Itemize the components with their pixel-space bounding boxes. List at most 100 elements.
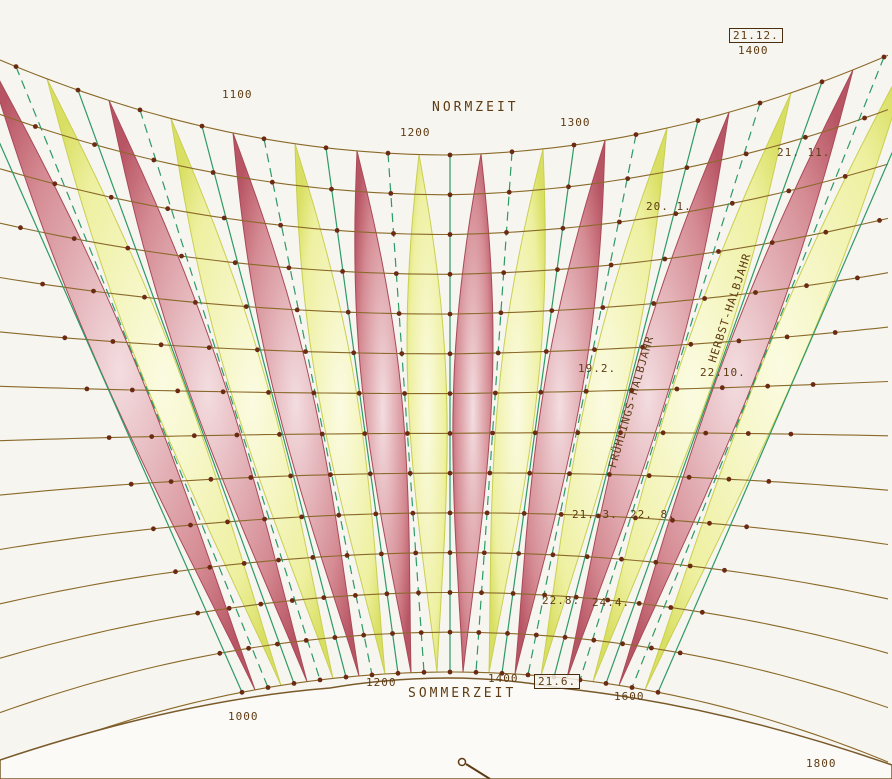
grid-dot: [765, 383, 771, 389]
grid-dot: [384, 591, 390, 597]
grid-dot: [106, 435, 112, 440]
grid-dot: [248, 475, 254, 480]
grid-dot: [555, 267, 560, 272]
grid-dot: [356, 390, 362, 396]
grid-dot: [221, 215, 227, 221]
grid-dot: [388, 191, 394, 196]
grid-dot: [473, 669, 479, 675]
grid-dot: [84, 386, 90, 392]
grid-dot: [241, 561, 247, 566]
grid-dot: [504, 230, 509, 235]
date-line: [0, 432, 889, 442]
grid-dot: [92, 142, 97, 148]
grid-dot: [188, 522, 193, 528]
grid-dot: [447, 311, 453, 317]
grid-dot: [605, 597, 611, 603]
hour-line: [15, 66, 269, 688]
grid-dot: [191, 433, 197, 439]
grid-dot: [299, 514, 305, 520]
grid-dot: [753, 290, 758, 295]
grid-dot: [571, 142, 577, 148]
grid-dot: [684, 165, 690, 171]
normzeit-label: NORMZEIT: [432, 100, 519, 115]
hour-label-1800: 1800: [806, 757, 837, 770]
grid-dot: [653, 559, 659, 565]
grid-dot: [625, 176, 631, 182]
grid-dot: [600, 305, 606, 310]
grid-dot: [506, 189, 512, 195]
grid-dot: [332, 635, 338, 640]
grid-dot: [549, 308, 555, 313]
grid-dot: [447, 431, 453, 436]
grid-dot: [40, 281, 45, 287]
grid-dot: [447, 550, 453, 556]
grid-dot: [695, 118, 701, 123]
grid-dot: [633, 132, 639, 138]
grid-dot: [668, 605, 674, 610]
grid-dot: [343, 674, 349, 680]
hour-label-1200-top: 1200: [400, 126, 431, 139]
grid-dot: [71, 236, 77, 242]
grid-dot: [757, 100, 763, 106]
grid-dot: [334, 228, 340, 233]
grid-dot: [584, 554, 590, 560]
grid-dot: [369, 672, 375, 678]
grid-dot: [607, 472, 612, 477]
date-line: [0, 631, 889, 714]
grid-dot: [575, 430, 581, 436]
date-line: [0, 591, 889, 659]
grid-dot: [447, 192, 453, 198]
gnomon-foot-mark: [457, 757, 467, 767]
grid-dot: [862, 115, 867, 121]
grid-dot: [786, 188, 792, 194]
date-line: [0, 272, 889, 315]
grid-dot: [620, 641, 625, 647]
grid-dot: [558, 512, 564, 517]
hour-lines: [0, 56, 892, 693]
date-label-21-11: 21. 11.: [777, 146, 831, 159]
grid-dot: [344, 553, 350, 558]
grid-dot: [618, 430, 623, 436]
grid-dot: [629, 387, 634, 393]
hour-label-1400-top: 1400: [738, 44, 769, 57]
grid-dot: [646, 473, 652, 479]
grid-dot: [367, 471, 373, 477]
grid-dot: [479, 590, 484, 596]
grid-dot: [573, 594, 579, 600]
grid-dot: [319, 431, 325, 437]
hour-line: [325, 147, 399, 674]
hour-line: [501, 144, 575, 674]
grid-dot: [481, 550, 487, 556]
grid-dot: [379, 551, 384, 557]
grid-dot: [677, 650, 683, 656]
grid-dot: [151, 157, 157, 163]
date-line: [0, 552, 889, 605]
sommerzeit-label: SOMMERZEIT: [408, 686, 517, 701]
date-label-20-1: 20. 1.: [646, 200, 692, 213]
grid-dot: [75, 87, 81, 93]
grid-dot: [823, 229, 829, 235]
grid-dot: [351, 350, 357, 356]
grid-dot: [399, 351, 405, 356]
hour-line: [657, 151, 892, 693]
grid-dot: [699, 609, 705, 615]
grid-dot: [804, 283, 809, 289]
horizon-arc: [0, 677, 892, 779]
grid-dot: [294, 307, 300, 313]
grid-dot: [566, 184, 571, 190]
pink-lobe: [452, 153, 494, 673]
grid-dot: [317, 677, 323, 683]
grid-dot: [289, 598, 295, 603]
grid-dot: [495, 350, 501, 356]
grid-dot: [493, 390, 498, 396]
grid-dot: [261, 136, 267, 142]
grid-dot: [18, 225, 23, 231]
grid-dot: [703, 430, 709, 436]
grid-dot: [608, 262, 614, 268]
grid-dot: [527, 470, 533, 476]
grid-dot: [842, 174, 848, 179]
grid-dot: [447, 470, 453, 476]
grid-dot: [649, 645, 654, 651]
grid-dot: [788, 431, 794, 437]
